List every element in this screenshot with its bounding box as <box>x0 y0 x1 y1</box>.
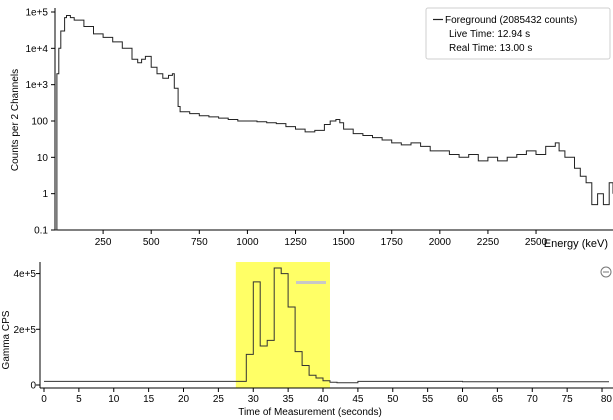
time-x-tick-label: 60 <box>457 394 469 405</box>
spectrum-y-tick-label: 1e+4 <box>25 44 48 55</box>
time-x-tick-label: 30 <box>248 394 260 405</box>
time-history-chart[interactable]: 4e+5 2e+5 0 0 5 10 15 20 25 30 35 40 45 50 55 60 65 70 75… <box>1 262 613 418</box>
spectrum-x-tick-label: 2000 <box>429 237 452 248</box>
spectrum-x-tick-label: 1000 <box>236 237 259 248</box>
time-x-tick-label: 50 <box>387 394 399 405</box>
spectrum-x-ticks: 250 500 750 1000 1250 1500 1750 2000 2250 2500 <box>95 230 548 248</box>
spectrum-x-tick-label: 1500 <box>332 237 355 248</box>
legend-box <box>425 7 611 60</box>
spectrum-y-tick-label: 1e+3 <box>25 80 48 91</box>
time-x-tick-label: 80 <box>601 394 613 405</box>
legend-real-time: Real Time: 13.00 s <box>449 43 532 54</box>
spectrum-y-tick-label: 0.1 <box>34 226 48 237</box>
time-x-tick-label: 0 <box>41 394 47 405</box>
spectrum-series-line <box>55 15 613 231</box>
spectrum-x-tick-label: 2500 <box>525 237 548 248</box>
time-x-tick-label: 20 <box>178 394 190 405</box>
spectrum-chart: 1e+5 1e+4 1e+3 100 10 1 0.1 250 500 750 1000 1250 1… <box>10 7 613 250</box>
time-x-tick-label: 15 <box>143 394 155 405</box>
spectrum-x-tick-label: 1750 <box>381 237 404 248</box>
spectrum-x-tick-label: 250 <box>95 237 112 248</box>
spectrum-y-tick-label: 1 <box>42 189 48 200</box>
spectrum-y-axis-label: Counts per 2 Channels <box>10 69 21 171</box>
spectrum-x-tick-label: 2250 <box>477 237 500 248</box>
legend-series-label: Foreground (2085432 counts) <box>445 15 577 26</box>
time-x-tick-label: 70 <box>527 394 539 405</box>
spectrum-y-tick-label: 10 <box>37 153 49 164</box>
time-x-tick-label: 25 <box>213 394 225 405</box>
zoom-out-icon[interactable] <box>600 266 612 278</box>
spectrum-y-ticks: 1e+5 1e+4 1e+3 100 10 1 0.1 <box>25 8 55 237</box>
time-x-tick-label: 35 <box>283 394 295 405</box>
spectrum-legend[interactable]: Foreground (2085432 counts) Live Time: 1… <box>425 7 611 60</box>
spectrum-x-tick-label: 750 <box>191 237 208 248</box>
time-x-tick-label: 40 <box>317 394 329 405</box>
time-y-tick-label: 4e+5 <box>13 269 36 280</box>
spectrum-x-tick-label: 1250 <box>284 237 307 248</box>
time-x-tick-label: 10 <box>108 394 120 405</box>
time-y-axis-label: Gamma CPS <box>1 310 12 369</box>
selected-time-region[interactable] <box>235 262 330 388</box>
time-x-tick-label: 45 <box>352 394 364 405</box>
spectrum-x-axis-label: Energy (keV) <box>544 238 608 250</box>
drag-handle-bar[interactable] <box>296 281 326 284</box>
time-x-axis-label: Time of Measurement (seconds) <box>238 407 382 418</box>
spectrum-x-tick-label: 500 <box>143 237 160 248</box>
time-y-tick-label: 0 <box>30 381 36 392</box>
time-y-ticks: 4e+5 2e+5 0 <box>13 269 40 392</box>
time-x-ticks: 0 5 10 15 20 25 30 35 40 45 50 55 60 65 70 75 80 <box>41 388 612 405</box>
time-series-line <box>44 267 609 384</box>
time-x-tick-label: 55 <box>422 394 434 405</box>
time-y-tick-label: 2e+5 <box>13 325 36 336</box>
time-x-tick-label: 75 <box>562 394 574 405</box>
time-x-tick-label: 65 <box>492 394 504 405</box>
time-x-tick-label: 5 <box>76 394 82 405</box>
spectrum-y-tick-label: 1e+5 <box>25 8 48 19</box>
spectrum-y-tick-label: 100 <box>31 117 48 128</box>
legend-live-time: Live Time: 12.94 s <box>449 29 530 40</box>
region-drag-handle[interactable] <box>296 281 326 284</box>
